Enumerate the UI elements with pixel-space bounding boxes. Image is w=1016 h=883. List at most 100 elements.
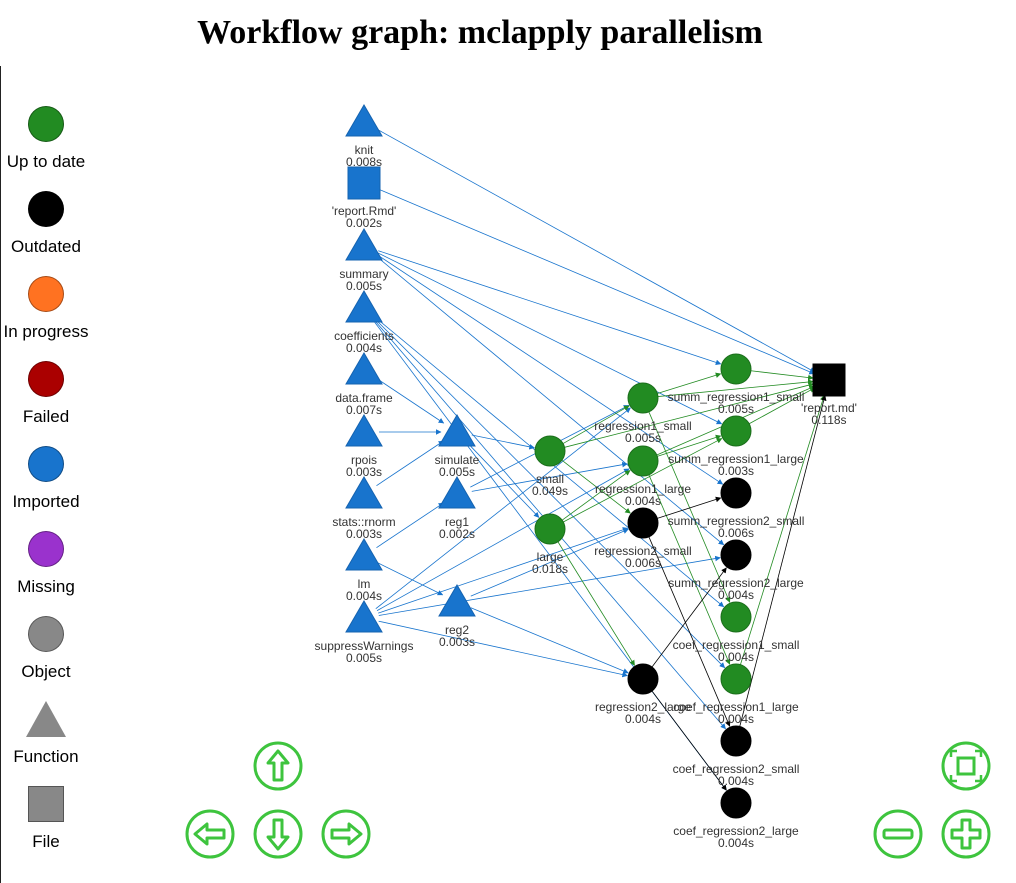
node-label: data.frame — [335, 391, 393, 405]
legend-item-file: File — [0, 776, 92, 861]
edge-summ_regression1_small-to-report_md — [750, 370, 814, 381]
node-time: 0.049s — [532, 484, 568, 498]
edge-summary-to-summ_regression1_large — [377, 252, 723, 425]
edge-summary-to-summ_regression2_large — [375, 255, 725, 546]
node-time: 0.007s — [346, 403, 382, 417]
pan-right-button[interactable] — [321, 809, 371, 859]
nodes: knit0.008s'report.Rmd'0.002ssummary0.005… — [315, 104, 857, 850]
node-time: 0.006s — [718, 526, 754, 540]
legend-label: Outdated — [11, 237, 81, 256]
arrow-down-icon — [266, 818, 290, 851]
node-time: 0.004s — [718, 836, 754, 850]
legend-item-outdated: Outdated — [0, 181, 92, 266]
edge-knit-to-report_md — [376, 128, 816, 373]
node-report_rmd[interactable]: 'report.Rmd'0.002s — [332, 166, 397, 230]
legend-divider — [0, 66, 1, 883]
edge-summ_regression1_large-to-report_md — [748, 387, 816, 425]
node-time: 0.018s — [532, 562, 568, 576]
function-triangle-icon — [345, 476, 383, 509]
edge-regression2_small-to-summ_regression2_small — [657, 496, 722, 519]
edge-regression1_large-to-summ_regression1_large — [657, 434, 722, 457]
node-time: 0.005s — [718, 402, 754, 416]
zoom-in-button[interactable] — [941, 809, 991, 859]
node-label: regression1_large — [595, 482, 691, 496]
node-time: 0.004s — [718, 712, 754, 726]
object-dot-icon — [534, 513, 566, 545]
node-time: 0.004s — [625, 494, 661, 508]
edge-reg2-to-regression2_large — [470, 607, 629, 674]
legend-item-missing: Missing — [0, 521, 92, 606]
legend-label: Object — [21, 662, 71, 681]
edge-summary-to-summ_regression1_small — [378, 250, 722, 366]
edge-regression1_large-to-coef_regression1_large — [648, 474, 731, 665]
node-label: knit — [355, 143, 374, 157]
legend-item-imported: Imported — [0, 436, 92, 521]
pan-down-button[interactable] — [253, 809, 303, 859]
edge-suppressWarnings-to-regression2_large — [378, 620, 628, 678]
object-dot-icon — [720, 539, 752, 571]
node-label: coef_regression1_small — [673, 638, 800, 652]
function-triangle-icon — [438, 584, 476, 617]
legend-label: Up to date — [6, 152, 86, 171]
node-label: reg1 — [445, 515, 469, 529]
outdated-dot-icon — [28, 191, 64, 227]
node-label: rpois — [351, 453, 377, 467]
node-time: 0.003s — [718, 464, 754, 478]
edge-simulate-to-small — [471, 434, 535, 450]
edge-lm-to-reg1 — [376, 502, 445, 549]
node-time: 0.004s — [718, 774, 754, 788]
edge-coef_regression1_large-to-report_md — [740, 394, 826, 665]
node-label: simulate — [435, 453, 480, 467]
node-report_md[interactable]: 'report.md'0.118s — [801, 363, 857, 427]
node-label: stats::rnorm — [332, 515, 395, 529]
node-time: 0.004s — [625, 712, 661, 726]
node-time: 0.008s — [346, 155, 382, 169]
node-time: 0.006s — [625, 556, 661, 570]
object-dot-icon — [627, 445, 659, 477]
node-label: lm — [358, 577, 371, 591]
node-label: suppressWarnings — [315, 639, 414, 653]
file-square-icon — [347, 166, 381, 200]
fit-view-button[interactable] — [941, 741, 991, 791]
node-time: 0.002s — [346, 216, 382, 230]
function-triangle-icon — [438, 476, 476, 509]
pan-up-button[interactable] — [253, 741, 303, 791]
edge-stats_rnorm-to-simulate — [376, 440, 445, 487]
function-triangle-icon — [345, 352, 383, 385]
pan-left-button[interactable] — [185, 809, 235, 859]
edge-regression1_small-to-report_md — [657, 379, 814, 397]
edge-small-to-regression1_small — [562, 405, 630, 444]
node-label: small — [536, 472, 564, 486]
node-lm[interactable]: lm0.004s — [345, 538, 383, 603]
object-dot-icon — [720, 601, 752, 633]
zoom-out-button[interactable] — [873, 809, 923, 859]
function-triangle-icon — [26, 701, 66, 737]
node-label: coef_regression2_small — [673, 762, 800, 776]
node-time: 0.005s — [346, 651, 382, 665]
